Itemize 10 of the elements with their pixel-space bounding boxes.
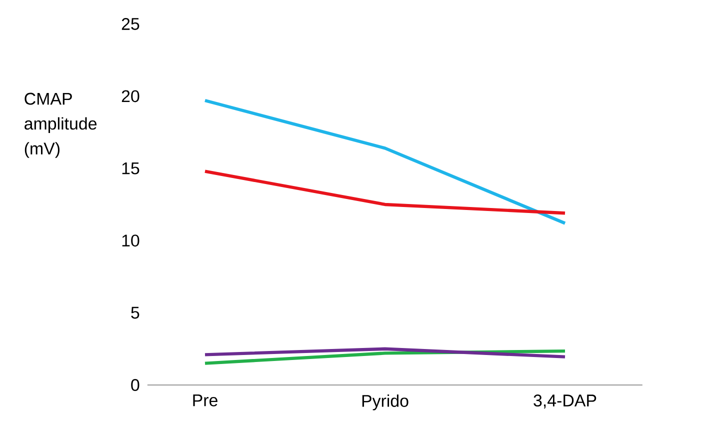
y-tick-label: 20 xyxy=(122,90,140,102)
y-tick-label: 0 xyxy=(131,378,140,391)
y-tick-label: 5 xyxy=(131,306,140,319)
y-tick-label: 15 xyxy=(122,162,140,174)
x-tick-label: Pre xyxy=(193,394,218,406)
x-tick-label: 3,4-DAP xyxy=(534,394,596,409)
y-tick-label: 25 xyxy=(122,18,140,30)
x-tick-label: Pyrido xyxy=(362,394,408,410)
y-axis-title: CMAP amplitude (mV) xyxy=(24,92,97,158)
y-tick-label: 10 xyxy=(122,234,140,247)
